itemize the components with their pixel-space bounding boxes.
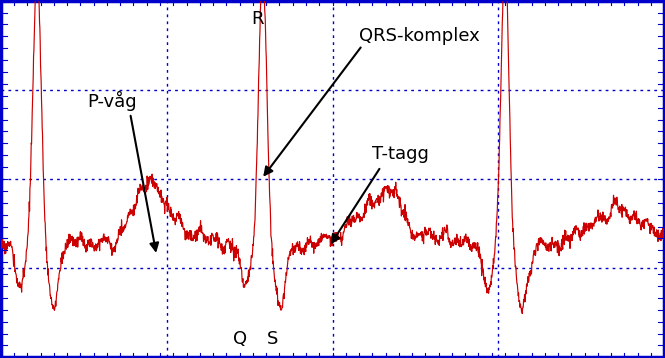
Text: T-tagg: T-tagg [372,145,429,163]
Text: Q: Q [233,330,247,348]
Text: QRS-komplex: QRS-komplex [359,27,479,45]
Text: P-våg: P-våg [87,91,136,111]
Text: S: S [267,330,279,348]
Text: R: R [251,10,264,28]
